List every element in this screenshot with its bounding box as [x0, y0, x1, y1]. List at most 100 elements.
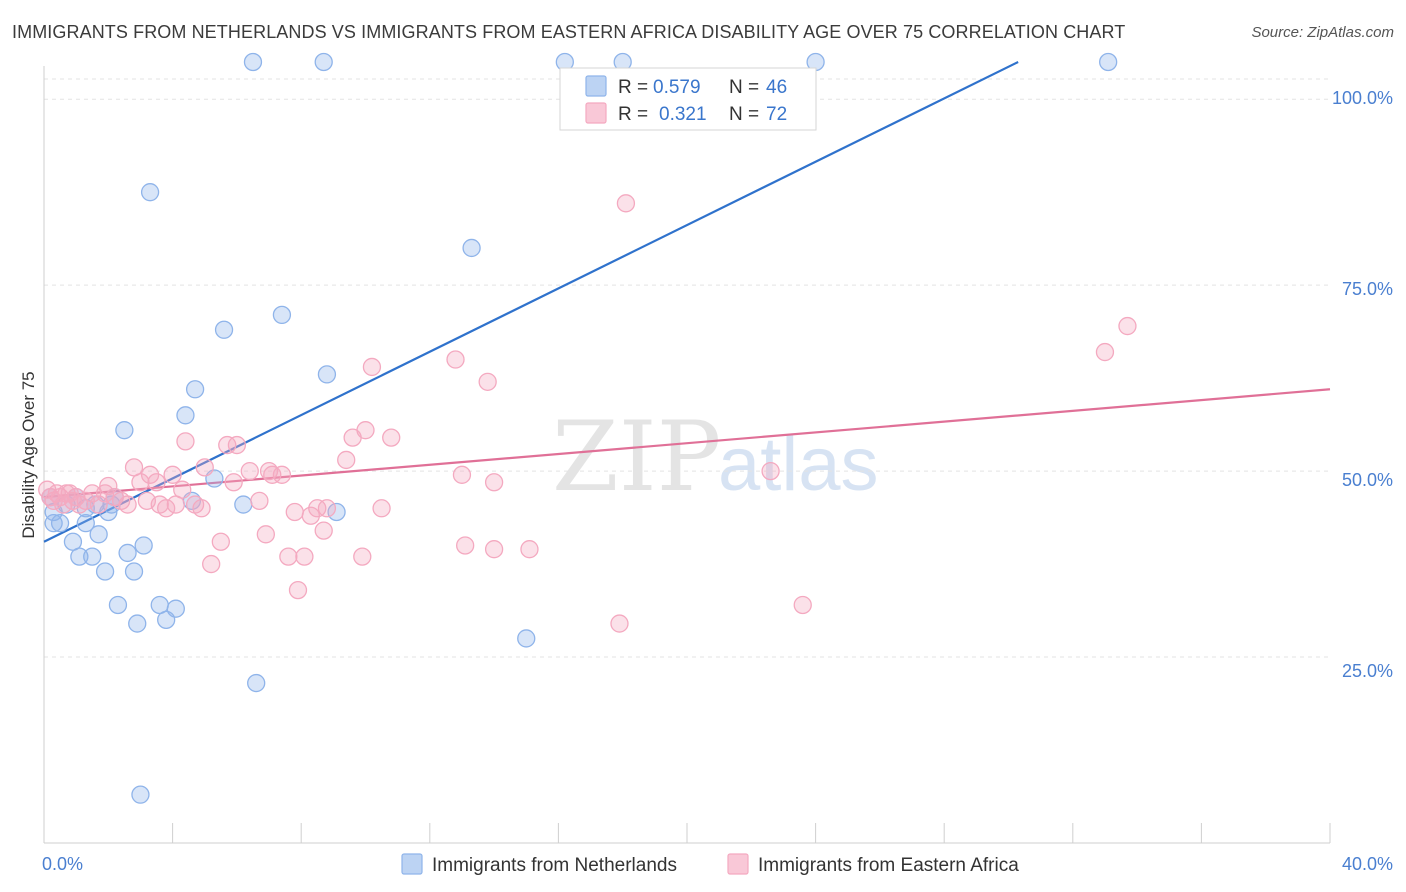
- point-netherlands-35: [314, 52, 333, 72]
- point-netherlands-32: [243, 52, 263, 72]
- point-netherlands-28: [185, 380, 205, 399]
- point-eastern-africa-52: [337, 450, 356, 470]
- point-eastern-africa-33: [202, 554, 221, 574]
- point-eastern-africa-61: [456, 536, 475, 555]
- y-axis-label: Disability Age Over 75: [19, 371, 38, 538]
- series-legend: Immigrants from Netherlands Immigrants f…: [401, 853, 1019, 876]
- trend-line-eastern-africa: [43, 388, 1331, 499]
- watermark-zip: ZIP: [552, 401, 721, 513]
- point-netherlands-38: [462, 238, 481, 258]
- point-netherlands-12: [95, 562, 115, 581]
- point-eastern-africa-54: [353, 547, 372, 566]
- data-points: [38, 52, 1137, 804]
- correlation-legend: R = 0.579 N = 46 R = 0.321 N = 72: [559, 67, 817, 131]
- point-netherlands-25: [166, 599, 185, 618]
- point-eastern-africa-70: [1095, 342, 1115, 362]
- point-eastern-africa-18: [118, 495, 137, 514]
- point-netherlands-37: [327, 502, 346, 522]
- point-eastern-africa-43: [272, 465, 292, 484]
- axes: [43, 66, 1331, 844]
- point-eastern-africa-42: [263, 465, 282, 484]
- point-netherlands-22: [140, 183, 160, 202]
- point-netherlands-8: [76, 514, 95, 533]
- y-tick-label-25: 25.0%: [1342, 661, 1393, 681]
- point-netherlands-9: [83, 547, 102, 566]
- legend-r-label-2: R =: [618, 104, 648, 125]
- point-eastern-africa-25: [157, 499, 176, 518]
- point-netherlands-33: [247, 673, 266, 693]
- point-eastern-africa-35: [218, 435, 237, 455]
- point-netherlands-3: [50, 514, 70, 533]
- point-eastern-africa-20: [131, 473, 150, 492]
- point-eastern-africa-32: [195, 458, 214, 477]
- point-netherlands-30: [214, 320, 234, 339]
- series-legend-swatch-netherlands: [401, 853, 423, 875]
- point-eastern-africa-26: [163, 465, 182, 484]
- point-eastern-africa-40: [256, 525, 275, 544]
- point-netherlands-36: [317, 365, 337, 384]
- point-eastern-africa-22: [140, 465, 160, 484]
- watermark-atlas: atlas: [718, 422, 879, 507]
- point-eastern-africa-31: [192, 499, 211, 518]
- point-eastern-africa-23: [147, 473, 166, 492]
- point-netherlands-34: [272, 305, 292, 325]
- gridlines: [44, 78, 1330, 658]
- x-tick-label-max: 40.0%: [1342, 854, 1393, 874]
- point-netherlands-26: [176, 406, 195, 425]
- series-legend-label-eastern-africa: Immigrants from Eastern Africa: [758, 855, 1019, 876]
- point-netherlands-11: [89, 525, 108, 544]
- point-eastern-africa-13: [89, 495, 108, 514]
- point-eastern-africa-60: [452, 465, 472, 484]
- point-eastern-africa-38: [240, 461, 259, 481]
- point-netherlands-6: [70, 547, 89, 566]
- legend-r-value-1: 0.579: [653, 77, 701, 98]
- point-eastern-africa-46: [288, 580, 308, 600]
- trend-lines: [43, 61, 1331, 543]
- point-eastern-africa-39: [250, 491, 269, 510]
- point-eastern-africa-65: [520, 540, 539, 559]
- point-netherlands-16: [108, 595, 128, 615]
- point-netherlands-19: [124, 562, 144, 581]
- point-eastern-africa-49: [308, 499, 327, 518]
- point-eastern-africa-34: [211, 532, 230, 551]
- point-eastern-africa-12: [83, 484, 102, 503]
- point-eastern-africa-57: [372, 499, 391, 518]
- x-tick-label-min: 0.0%: [42, 854, 83, 874]
- y-tick-label-50: 50.0%: [1342, 470, 1393, 490]
- point-eastern-africa-29: [176, 432, 195, 451]
- point-eastern-africa-71: [1118, 316, 1137, 336]
- point-eastern-africa-51: [317, 499, 337, 518]
- point-eastern-africa-15: [99, 476, 118, 496]
- point-eastern-africa-56: [362, 357, 382, 377]
- point-eastern-africa-55: [356, 421, 375, 440]
- point-netherlands-2: [44, 514, 63, 533]
- point-netherlands-21: [134, 536, 153, 555]
- point-netherlands-44: [131, 785, 150, 804]
- y-tick-label-75: 75.0%: [1342, 279, 1393, 299]
- point-netherlands-31: [234, 495, 253, 514]
- point-eastern-africa-44: [279, 547, 298, 566]
- point-netherlands-39: [517, 629, 536, 648]
- point-eastern-africa-37: [227, 435, 247, 455]
- point-netherlands-17: [115, 421, 134, 440]
- legend-n-value-2: 72: [766, 104, 787, 125]
- legend-swatch-netherlands: [585, 75, 607, 97]
- legend-r-value-2: 0.321: [659, 104, 707, 125]
- point-eastern-africa-48: [301, 506, 320, 525]
- point-eastern-africa-47: [295, 547, 314, 566]
- chart-title: IMMIGRANTS FROM NETHERLANDS VS IMMIGRANT…: [12, 22, 1126, 42]
- legend-r-label-1: R =: [618, 77, 648, 98]
- point-eastern-africa-58: [382, 428, 401, 447]
- point-eastern-africa-67: [616, 194, 636, 213]
- legend-n-label-2: N =: [729, 104, 759, 125]
- legend-n-value-1: 46: [766, 77, 787, 98]
- point-eastern-africa-50: [314, 521, 333, 540]
- point-eastern-africa-66: [610, 614, 629, 633]
- point-eastern-africa-59: [446, 350, 465, 369]
- point-netherlands-43: [1099, 52, 1118, 72]
- point-eastern-africa-36: [224, 473, 243, 492]
- point-netherlands-20: [128, 614, 147, 633]
- source-credit: Source: ZipAtlas.com: [1251, 24, 1394, 41]
- point-eastern-africa-62: [478, 372, 497, 391]
